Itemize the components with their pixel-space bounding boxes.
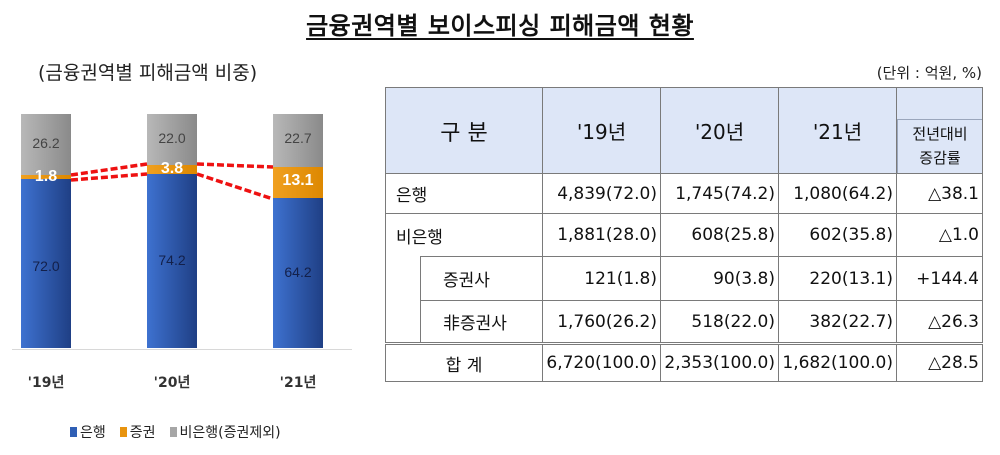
label-bank: 74.2: [158, 252, 186, 268]
segment-nonbank: [147, 114, 197, 165]
connector-lines: [70, 162, 274, 201]
segment-bank: [273, 198, 323, 348]
row-label: 증권사: [420, 256, 543, 301]
legend-swatch-bank: [70, 427, 77, 437]
cell-2020: 2,353(100.0): [660, 342, 779, 382]
cell-2019: 1,881(28.0): [542, 213, 661, 257]
table-row-total: 합 계 6,720(100.0) 2,353(100.0) 1,682(100.…: [385, 342, 983, 382]
header-category: 구 분: [385, 87, 543, 174]
table-row-securities: 증권사 121(1.8) 90(3.8) 220(13.1) +144.4: [385, 256, 983, 344]
legend-swatch-nonbank: [169, 427, 177, 437]
row-label: 非증권사: [420, 300, 543, 344]
segment-bank: [147, 174, 197, 348]
row-label: 합 계: [385, 342, 543, 382]
segment-securities: [273, 167, 323, 198]
table-row-nonbank: 비은행 1,881(28.0) 608(25.8) 602(35.8) △1.0: [385, 213, 983, 257]
cell-change: +144.4: [896, 256, 983, 301]
cell-2019: 1,760(26.2): [542, 300, 661, 344]
cell-2021: 220(13.1): [778, 256, 897, 301]
cell-change: △1.0: [896, 213, 983, 257]
header-2021: '21년: [778, 87, 897, 174]
label-securities: 1.8: [34, 168, 58, 185]
header-2019: '19년: [542, 87, 661, 174]
legend-swatch-securities: [119, 427, 127, 437]
page-title: 금융권역별 보이스피싱 피해금액 현황: [306, 12, 694, 40]
segment-securities: [147, 165, 197, 174]
header-2020: '20년: [660, 87, 779, 174]
label-bank: 64.2: [284, 264, 312, 280]
segment-nonbank: [21, 114, 71, 175]
row-label: 비은행: [385, 213, 543, 257]
label-bank: 72.0: [32, 258, 60, 274]
cell-2020: 608(25.8): [660, 213, 779, 257]
x-tick-2019: '19년: [27, 375, 65, 391]
bar-2021: 22.7 13.1 64.2: [273, 114, 323, 348]
cell-2019: 4,839(72.0): [542, 173, 661, 214]
segment-bank: [21, 179, 71, 348]
cell-2020: 1,745(74.2): [660, 173, 779, 214]
cell-2021: 1,080(64.2): [778, 173, 897, 214]
segment-nonbank: [273, 114, 323, 167]
legend-item-bank: 은행: [70, 422, 106, 442]
cell-2020: 90(3.8): [660, 256, 779, 301]
cell-2021: 382(22.7): [778, 300, 897, 344]
x-tick-2021: '21년: [279, 375, 317, 391]
unit-label: (단위 : 억원, %): [876, 64, 982, 82]
cell-change: △28.5: [896, 342, 983, 382]
header-change-line2: 증감률: [919, 149, 961, 167]
table-row-bank: 은행 4,839(72.0) 1,745(74.2) 1,080(64.2) △…: [385, 173, 983, 214]
segment-securities: [21, 175, 71, 179]
cell-2019: 121(1.8): [542, 256, 661, 301]
table-row-non-securities: 非증권사 1,760(26.2) 518(22.0) 382(22.7) △26…: [386, 300, 983, 344]
label-securities: 3.8: [160, 160, 184, 177]
row-label: 은행: [385, 173, 543, 214]
legend-item-nonbank: 비은행(증권제외): [169, 422, 281, 442]
cell-2020: 518(22.0): [660, 300, 779, 344]
bar-2019: 26.2 1.8 72.0: [21, 114, 71, 348]
label-nonbank: 22.0: [158, 130, 186, 146]
chart-title: (금융권역별 피해금액 비중): [38, 62, 258, 84]
label-securities: 13.1: [282, 172, 314, 189]
header-change-line1: 전년대비: [912, 125, 968, 143]
cell-2019: 6,720(100.0): [542, 342, 661, 382]
cell-2021: 602(35.8): [778, 213, 897, 257]
cell-2021: 1,682(100.0): [778, 342, 897, 382]
x-axis-line: [12, 349, 352, 350]
legend-item-securities: 증권: [119, 422, 156, 442]
chart-legend: 은행 증권 비은행(증권제외): [70, 422, 281, 442]
bar-2020: 22.0 3.8 74.2: [147, 114, 197, 348]
cell-change: △38.1: [896, 173, 983, 214]
x-tick-2020: '20년: [153, 375, 191, 391]
label-nonbank: 22.7: [284, 130, 312, 146]
damage-amount-table: 구 분 '19년 '20년 '21년 전년대비 증감률 은행 4,839(72.…: [385, 87, 983, 382]
cell-change: △26.3: [896, 300, 983, 344]
indent-spacer: [385, 256, 421, 344]
header-change: 전년대비 증감률: [896, 87, 983, 174]
table-header-row: 구 분 '19년 '20년 '21년 전년대비 증감률: [385, 87, 983, 174]
label-nonbank: 26.2: [32, 135, 60, 151]
